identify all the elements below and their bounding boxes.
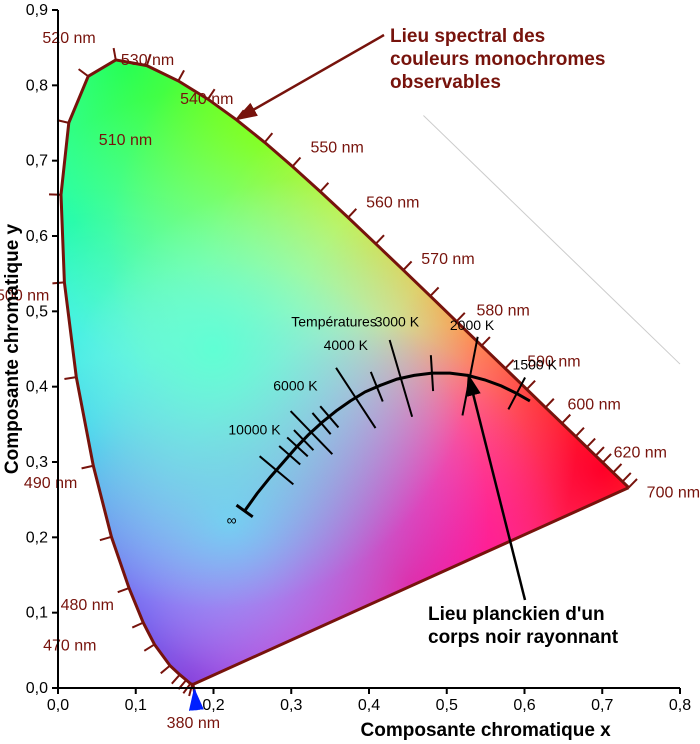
locus-tick — [576, 428, 584, 437]
x-tick-label: 0,1 — [125, 697, 147, 714]
x-tick-label: 0,2 — [202, 697, 224, 714]
temperature-label: 1500 K — [513, 356, 558, 372]
temperatures-title: Températures — [291, 313, 377, 329]
locus-tick — [403, 261, 411, 270]
x-tick-label: 0,3 — [280, 697, 302, 714]
annotation-planckian-text: Lieu planckien d'un — [428, 604, 605, 625]
locus-tick — [82, 466, 94, 469]
x-tick-label: 0,0 — [47, 697, 69, 714]
y-tick-label: 0,0 — [26, 680, 48, 697]
locus-tick — [603, 454, 611, 463]
locus-tick — [178, 70, 184, 81]
wavelength-label: 600 nm — [567, 396, 620, 413]
infinity-label: ∞ — [227, 512, 237, 528]
y-tick-label: 0,4 — [26, 379, 48, 396]
locus-tick — [613, 464, 621, 473]
annotation-planckian-text: corps noir rayonnant — [428, 627, 619, 648]
locus-tick — [527, 381, 535, 390]
wavelength-label: 550 nm — [310, 139, 363, 156]
y-axis-title: Composante chromatique y — [2, 223, 23, 474]
locus-tick — [172, 675, 180, 684]
locus-tick — [114, 48, 116, 60]
annotation-spectral-text: couleurs monochromes — [390, 49, 605, 70]
temperature-label: 2000 K — [450, 317, 495, 333]
x-axis-title: Composante chromatique x — [361, 720, 612, 741]
wavelength-label: 560 nm — [366, 195, 419, 212]
y-tick-label: 0,5 — [26, 303, 48, 320]
y-tick-label: 0,2 — [26, 529, 48, 546]
locus-tick — [348, 209, 356, 218]
locus-tick — [596, 447, 604, 456]
wavelength-label: 380 nm — [167, 715, 220, 732]
wavelength-label: 530 nm — [121, 52, 174, 69]
annotation-spectral-arrow — [237, 35, 384, 119]
locus-tick — [132, 623, 143, 628]
wavelength-label: 470 nm — [43, 637, 96, 654]
locus-tick — [545, 399, 553, 408]
wavelength-label: 490 nm — [24, 475, 77, 492]
locus-tick — [79, 69, 89, 76]
locus-tick — [482, 337, 490, 346]
locus-tick — [320, 183, 328, 192]
wavelength-label: 520 nm — [42, 30, 95, 47]
wavelength-label: 700 nm — [647, 485, 700, 502]
chromaticity-fill — [58, 10, 680, 688]
temperature-label: 10000 K — [228, 421, 281, 437]
wavelength-label: 620 nm — [614, 445, 667, 462]
wavelength-label: 540 nm — [180, 91, 233, 108]
locus-tick — [265, 133, 273, 142]
x-tick-label: 0,7 — [591, 697, 613, 714]
locus-tick — [587, 439, 595, 448]
locus-tick — [118, 588, 129, 592]
locus-tick — [292, 157, 300, 166]
annotation-spectral-text: observables — [390, 72, 501, 93]
locus-tick — [64, 377, 76, 379]
locus-tick — [430, 287, 438, 296]
chromaticity-diagram: 380 nm470 nm480 nm490 nm500 nm510 nm520 … — [0, 0, 700, 744]
temperature-label: 3000 K — [375, 313, 420, 329]
x-tick-label: 0,8 — [669, 697, 691, 714]
locus-tick — [629, 479, 637, 488]
y-tick-label: 0,9 — [26, 2, 48, 19]
y-tick-label: 0,6 — [26, 228, 48, 245]
y-tick-label: 0,3 — [26, 454, 48, 471]
locus-tick — [144, 644, 154, 650]
y-tick-label: 0,7 — [26, 153, 48, 170]
y-tick-label: 0,1 — [26, 605, 48, 622]
wavelength-label: 510 nm — [99, 132, 152, 149]
wavelength-label: 480 nm — [61, 597, 114, 614]
temperature-label: 6000 K — [273, 378, 318, 394]
temperature-label: 4000 K — [324, 337, 369, 353]
x-tick-label: 0,5 — [436, 697, 458, 714]
wavelength-label: 570 nm — [421, 251, 474, 268]
x-tick-label: 0,6 — [513, 697, 535, 714]
locus-tick — [562, 415, 570, 424]
locus-tick — [161, 666, 170, 674]
locus-tick — [622, 473, 630, 482]
x-tick-label: 0,4 — [358, 697, 380, 714]
annotation-spectral-text: Lieu spectral des — [390, 26, 545, 47]
locus-tick — [376, 235, 384, 244]
locus-tick — [100, 537, 112, 540]
y-tick-label: 0,8 — [26, 77, 48, 94]
